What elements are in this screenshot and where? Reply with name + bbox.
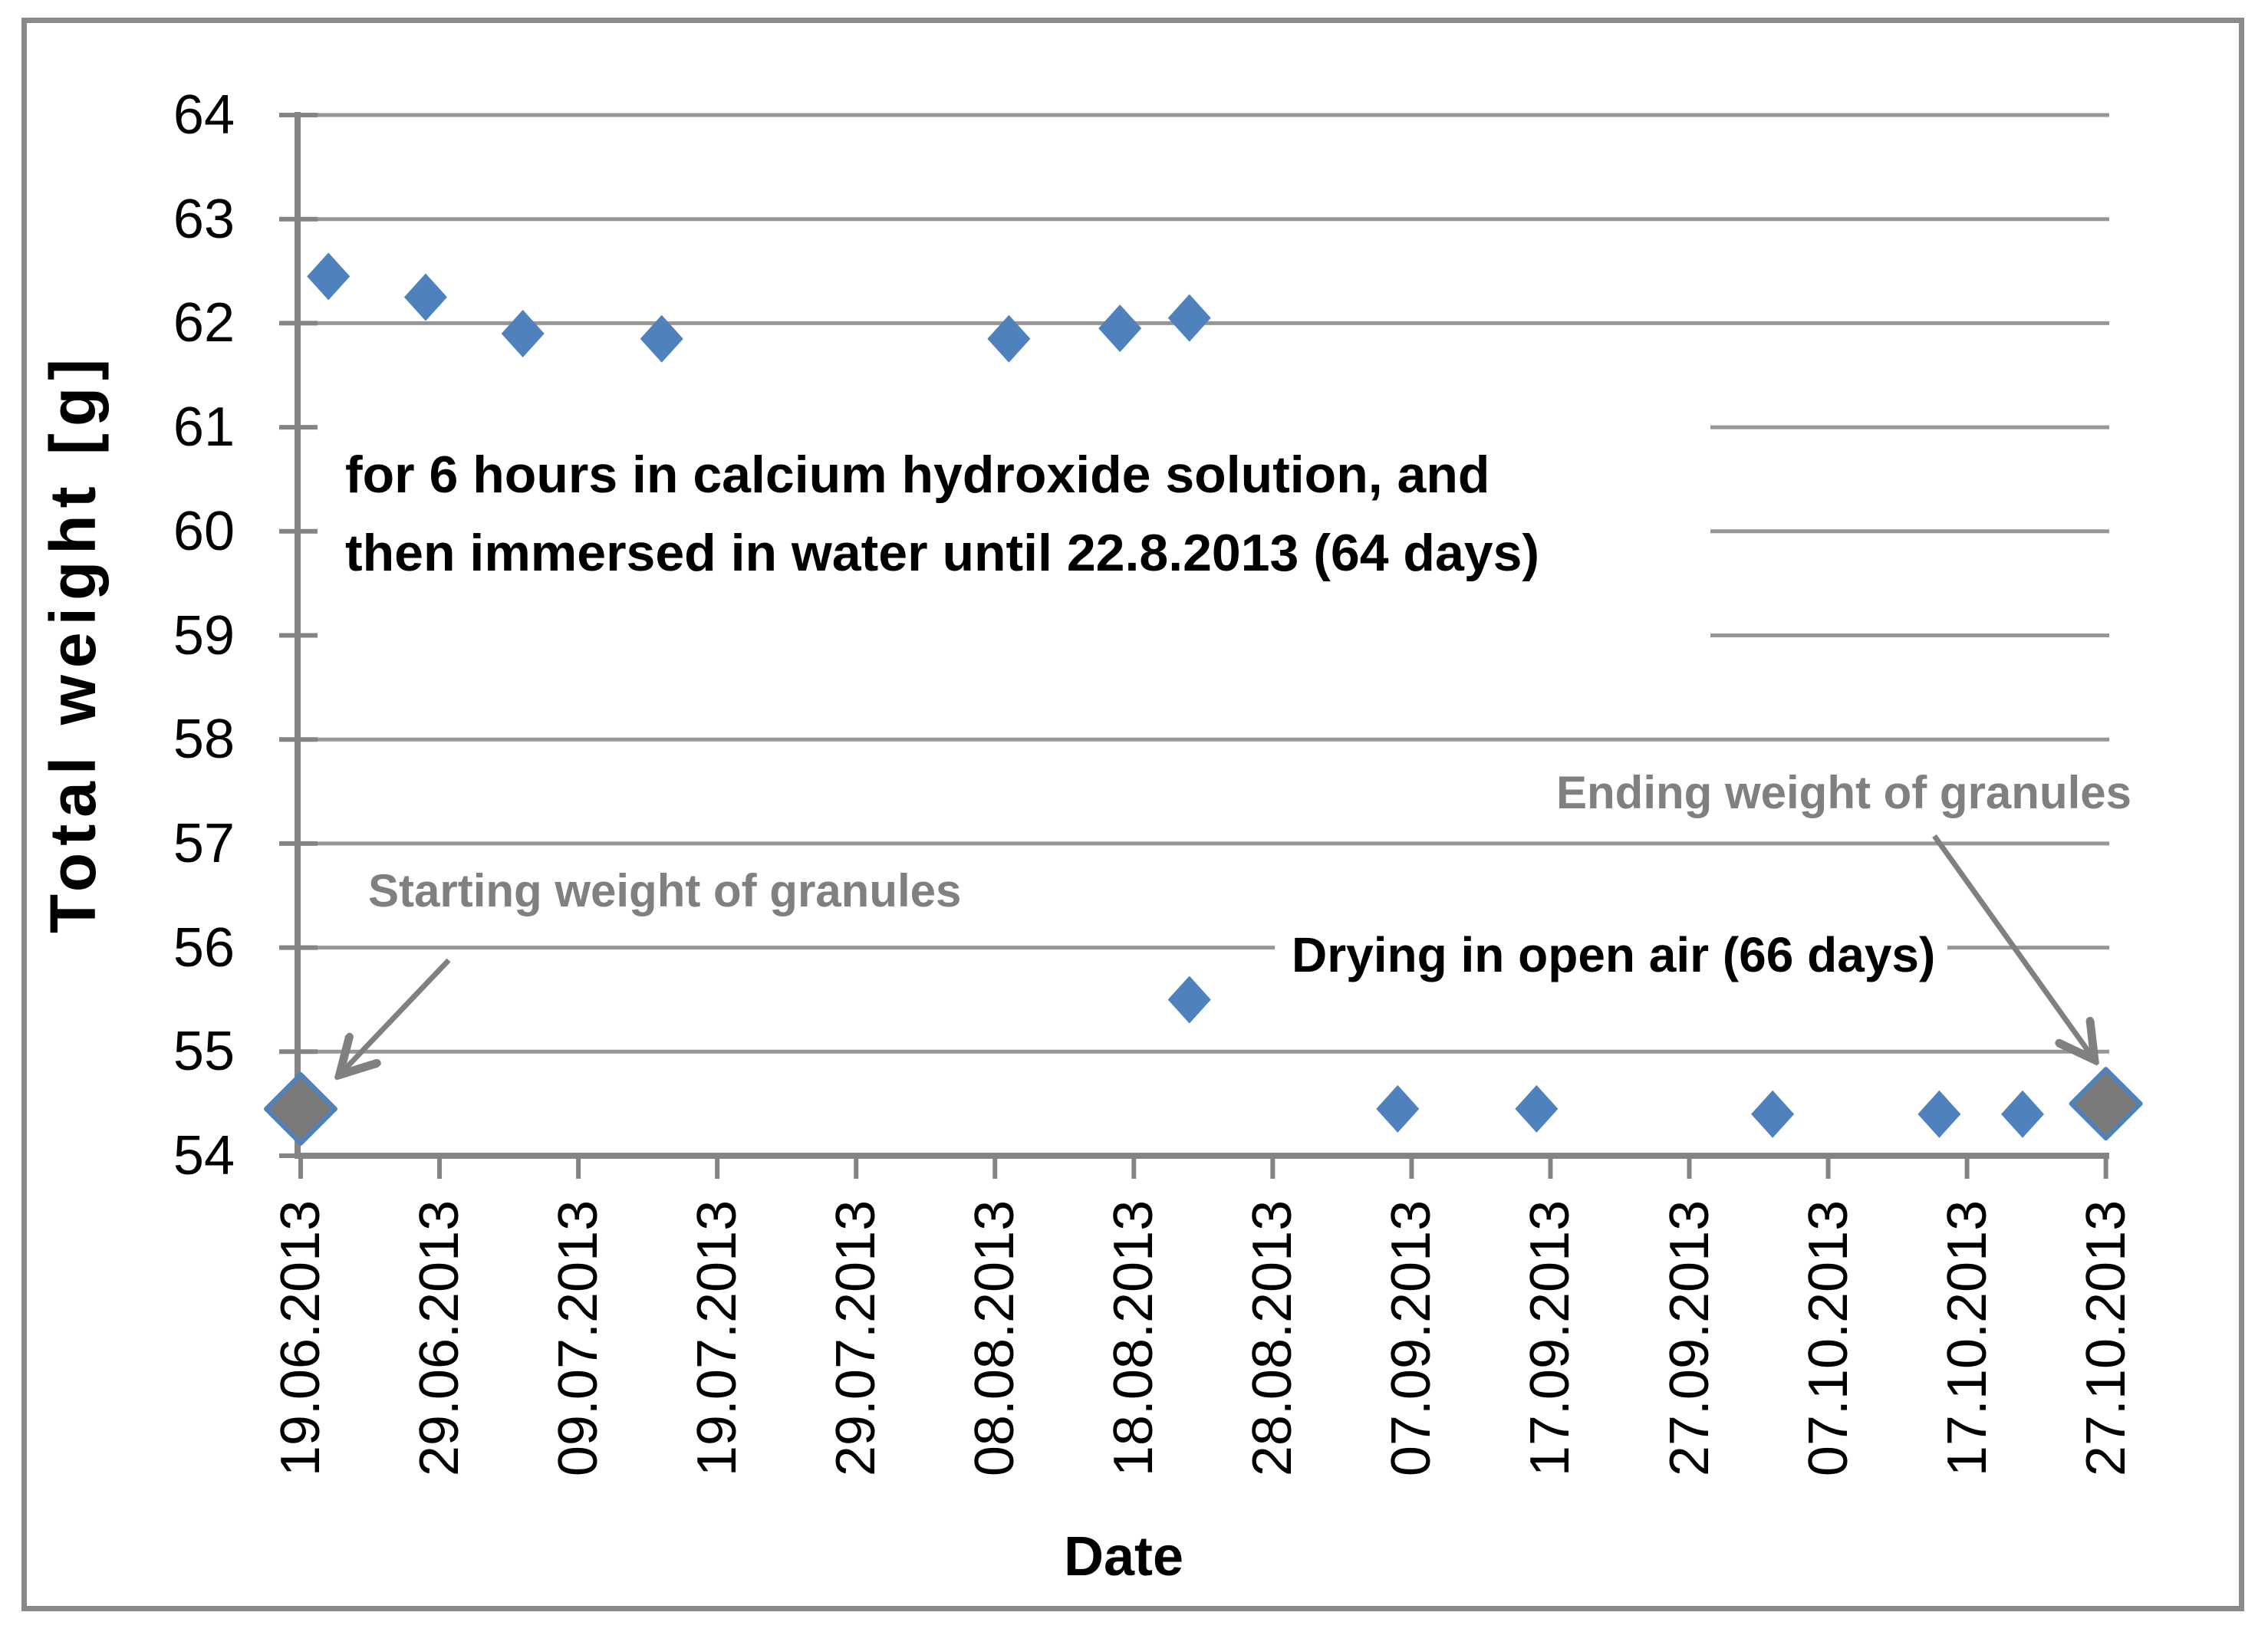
y-axis-title: Total weight [g] [37, 351, 109, 934]
x-tick-label-19.07.2013: 19.07.2013 [686, 1199, 749, 1477]
y-tick-label-59: 59 [173, 604, 235, 666]
starting-weight-label: Starting weight of granules [368, 864, 969, 920]
x-tick-label-17.10.2013: 17.10.2013 [1936, 1199, 1998, 1477]
x-tick-label-28.08.2013: 28.08.2013 [1242, 1199, 1304, 1477]
chart-border [21, 18, 2244, 1611]
immersion-annotation-line2: then immersed in water until 22.8.2013 (… [345, 524, 1540, 582]
x-tick-label-07.09.2013: 07.09.2013 [1381, 1199, 1443, 1477]
x-tick-label-17.09.2013: 17.09.2013 [1519, 1199, 1582, 1477]
x-tick-label-19.06.2013: 19.06.2013 [270, 1199, 331, 1477]
y-tick-label-54: 54 [173, 1125, 235, 1186]
x-tick-label-07.10.2013: 07.10.2013 [1797, 1199, 1859, 1477]
x-tick-label-27.09.2013: 27.09.2013 [1658, 1199, 1720, 1477]
immersion-annotation: for 6 hours in calcium hydroxide solutio… [328, 359, 1710, 706]
y-tick-label-63: 63 [173, 188, 235, 250]
x-tick-label-18.08.2013: 18.08.2013 [1103, 1199, 1165, 1477]
y-tick-label-64: 64 [173, 84, 235, 146]
y-tick-label-55: 55 [173, 1021, 235, 1083]
drying-annotation: Drying in open air (66 days) [1275, 919, 1948, 994]
x-tick-label-27.10.2013: 27.10.2013 [2075, 1199, 2137, 1477]
y-tick-label-56: 56 [173, 916, 235, 979]
y-tick-label-60: 60 [173, 500, 235, 562]
x-axis-title: Date [1063, 1526, 1184, 1588]
x-tick-label-29.07.2013: 29.07.2013 [825, 1199, 887, 1477]
y-tick-label-62: 62 [173, 292, 235, 354]
y-tick-label-61: 61 [173, 396, 235, 459]
y-tick-label-57: 57 [173, 812, 235, 874]
immersion-annotation-line1: for 6 hours in calcium hydroxide solutio… [345, 446, 1490, 504]
x-tick-label-09.07.2013: 09.07.2013 [548, 1199, 610, 1477]
x-tick-label-29.06.2013: 29.06.2013 [409, 1199, 471, 1477]
y-tick-label-58: 58 [173, 709, 235, 771]
x-tick-label-08.08.2013: 08.08.2013 [964, 1199, 1026, 1477]
ending-weight-label: Ending weight of granules [1549, 765, 2131, 822]
